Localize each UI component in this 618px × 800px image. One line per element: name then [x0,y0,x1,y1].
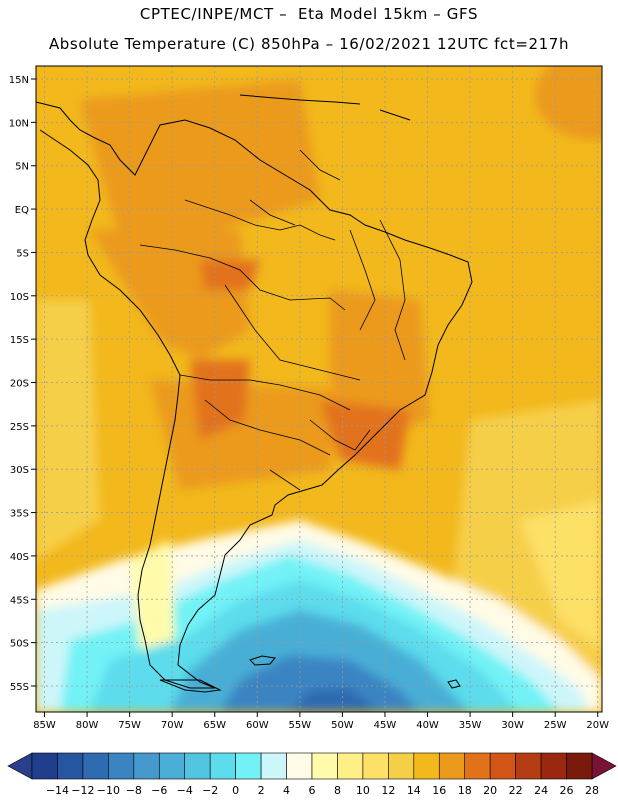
lon-tick-label: 60W [246,720,269,731]
lon-tick-label: 80W [76,720,99,731]
lon-tick-label: 30W [501,720,524,731]
lat-tick-label: 40S [10,552,29,563]
colorbar-swatch [286,752,313,780]
lat-tick-label: 15S [10,335,29,346]
colorbar-label: 22 [509,784,523,797]
colorbar-swatch [133,752,160,780]
colorbar-swatch [311,752,338,780]
colorbar-swatch [540,752,567,780]
lon-tick-label: 20W [586,720,609,731]
colorbar-label: 28 [585,784,599,797]
colorbar-swatch [31,752,58,780]
colorbar-swatch [464,752,491,780]
colorbar-swatch [235,752,262,780]
colorbar-label: −6 [151,784,167,797]
lon-tick-label: 35W [459,720,482,731]
temperature-field [36,66,602,712]
lat-tick-label: 10S [10,292,29,303]
colorbar-label: 24 [534,784,548,797]
colorbar-swatch [82,752,109,780]
lat-tick-label: 15N [9,75,29,86]
colorbar-swatch [209,752,236,780]
colorbar-swatch [566,752,593,780]
lat-tick-label: 35S [10,509,29,520]
colorbar-label: −12 [71,784,94,797]
colorbar-swatch [362,752,389,780]
colorbar-label: −10 [97,784,120,797]
colorbar-under-arrow [7,752,33,780]
colorbar-label: 10 [356,784,370,797]
longitude-axis: 85W 80W 75W 70W 65W 60W 55W 50W 45W 40W 35W 30W 25W 2… [33,712,609,731]
colorbar-label: 14 [407,784,421,797]
lon-tick-label: 40W [416,720,439,731]
lat-tick-label: 5S [16,248,29,259]
map-subtitle: Absolute Temperature (C) 850hPa – 16/02/… [48,35,570,53]
lon-tick-label: 85W [33,720,56,731]
lon-tick-label: 25W [544,720,567,731]
colorbar-label: 18 [458,784,472,797]
colorbar-label: 0 [232,784,239,797]
colorbar-swatch [438,752,466,780]
colorbar-label: 4 [283,784,290,797]
lat-tick-label: 5N [15,162,29,173]
colorbar-label: −4 [177,784,193,797]
lon-tick-label: 70W [161,720,184,731]
temperature-map: 15N 10N 5N EQ 5S 10S 15S 20S 25S 30S 35S 40S 45S 50S 5… [9,65,609,731]
lat-tick-label: 45S [10,595,29,606]
lat-tick-label: 55S [10,682,29,693]
lat-tick-label: 25S [10,422,29,433]
country-borders [139,149,406,491]
map-frame [35,65,603,713]
colorbar-swatch [388,752,415,780]
lon-tick-label: 65W [203,720,226,731]
colorbar-swatch [108,752,135,780]
lon-tick-label: 45W [374,720,397,731]
colorbar-over-arrow [591,752,617,780]
colorbar-swatch [413,752,440,780]
lon-tick-label: 50W [331,720,354,731]
colorbar-label: 2 [258,784,265,797]
graticule [36,66,602,712]
colorbar-label: −2 [202,784,218,797]
colorbar-swatch [515,752,542,780]
colorbar-label: 26 [560,784,574,797]
colorbar-label: 12 [381,784,395,797]
lat-tick-label: EQ [15,205,29,216]
latitude-axis: 15N 10N 5N EQ 5S 10S 15S 20S 25S 30S 35S 40S 45S 50S 5… [9,75,36,693]
colorbar-label: 6 [309,784,316,797]
colorbar-swatch [337,752,364,780]
colorbar-label: −14 [46,784,69,797]
colorbar-label: 16 [432,784,446,797]
lat-tick-label: 10N [9,118,29,129]
colorbar-swatch [158,752,186,780]
colorbar-label: −8 [126,784,142,797]
lat-tick-label: 20S [10,378,29,389]
colorbar-label: 8 [334,784,341,797]
color-scale: −14 −12 −10 −8 −6 −4 −2 0 2 4 6 8 10 12 14 16 18 20 22 24 26… [7,752,617,797]
colorbar-swatch [489,752,516,780]
colorbar-swatch [260,752,287,780]
map-title: CPTEC/INPE/MCT – Eta Model 15km – GFS [139,5,479,23]
lon-tick-label: 55W [289,720,312,731]
lat-tick-label: 50S [10,639,29,650]
colorbar-swatch [184,752,211,780]
lat-tick-label: 30S [10,465,29,476]
coastlines [35,94,473,693]
colorbar-swatch [57,752,84,780]
colorbar-label: 20 [483,784,497,797]
lon-tick-label: 75W [118,720,141,731]
